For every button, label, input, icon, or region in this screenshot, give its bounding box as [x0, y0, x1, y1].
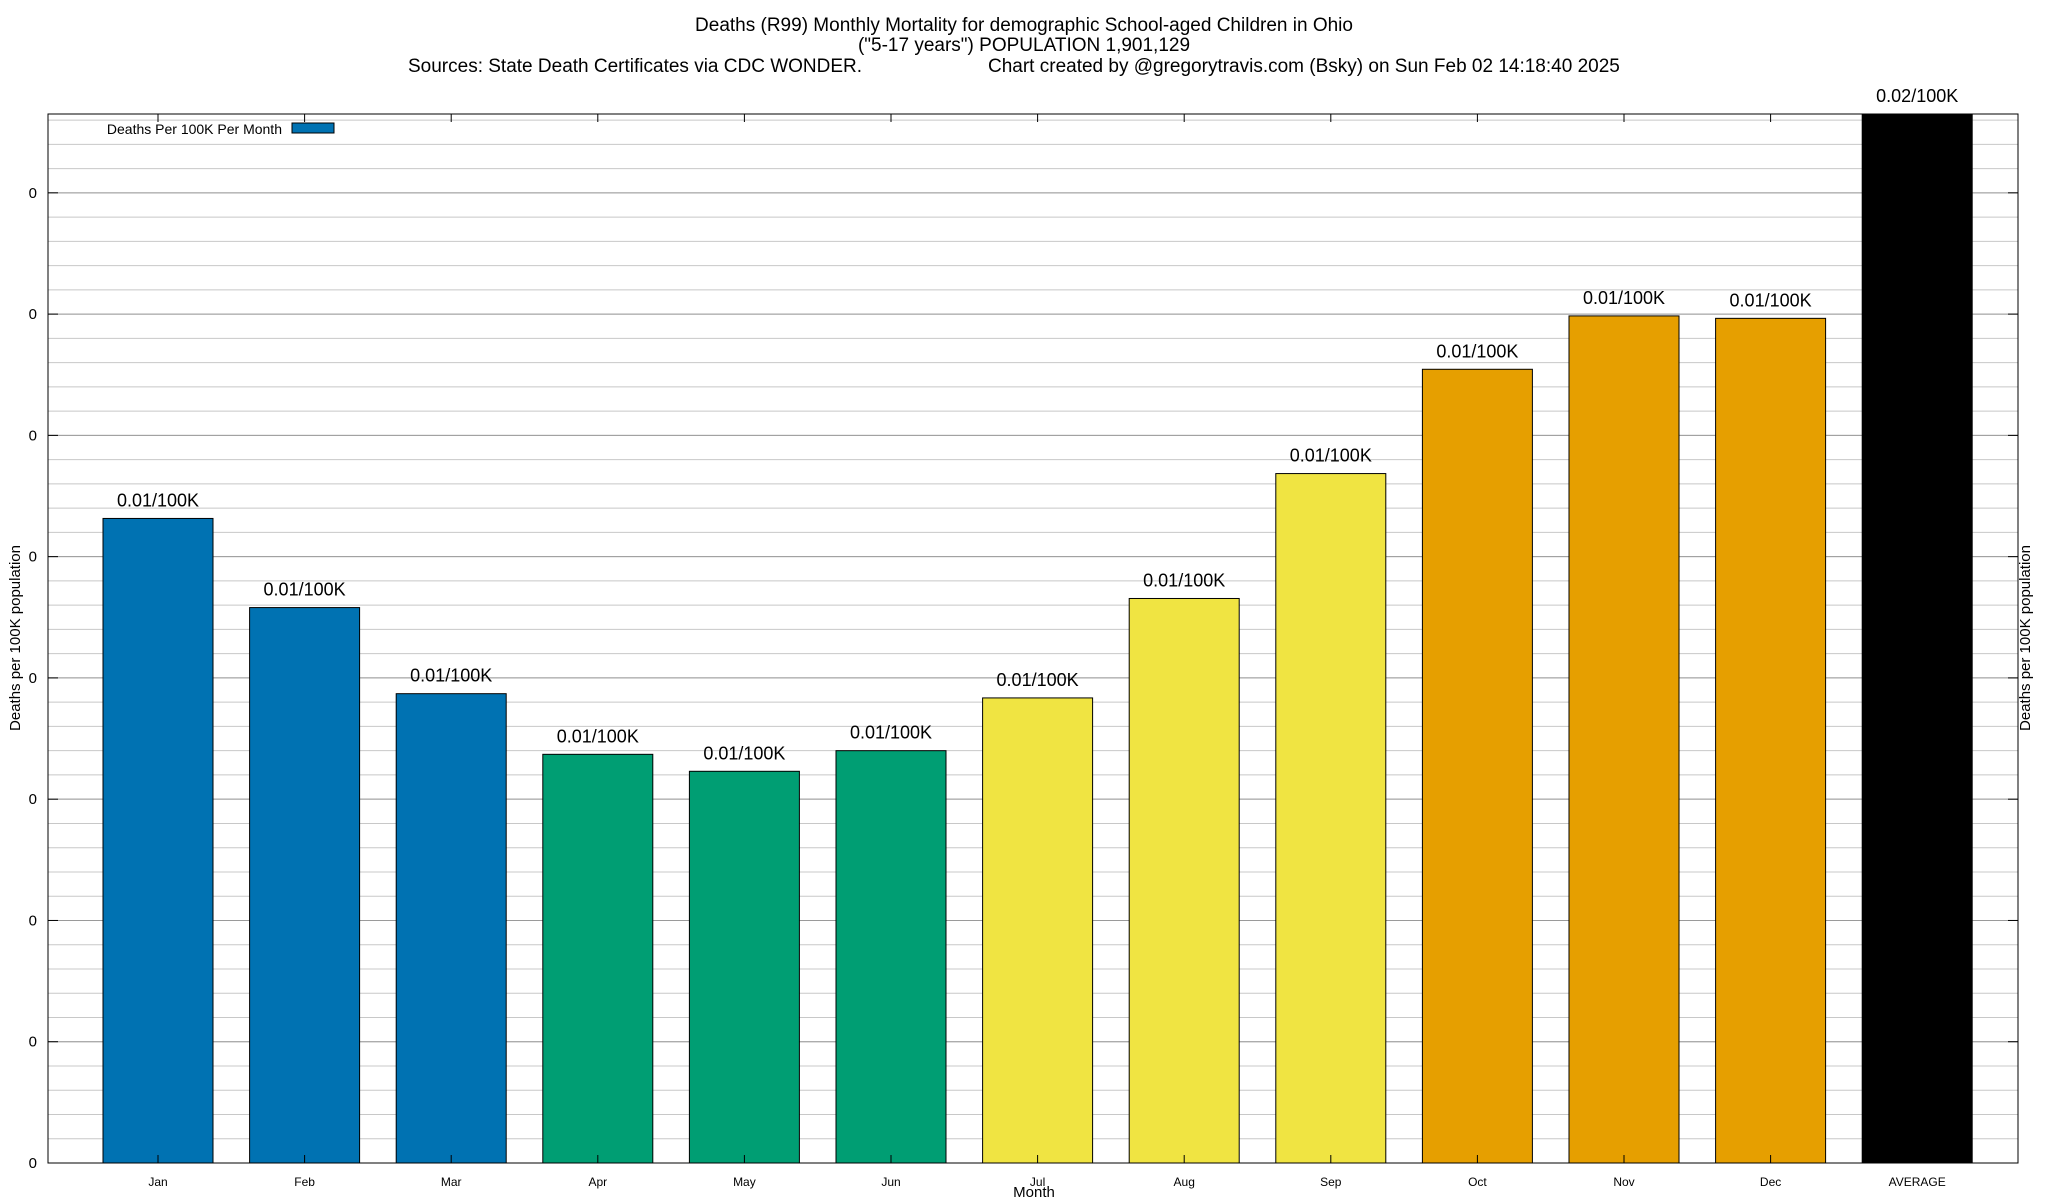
bar-average	[1861, 113, 1973, 1164]
chart-sources: Sources: State Death Certificates via CD…	[408, 56, 862, 77]
data-label: 0.01/100K	[1730, 290, 1812, 310]
plot-frame	[47, 113, 2019, 1164]
x-tick-label: Apr	[588, 1175, 607, 1189]
x-tick-label: Jan	[148, 1175, 167, 1189]
data-label: 0.01/100K	[1290, 446, 1372, 466]
y-tick-label: 0	[29, 306, 37, 323]
x-tick-label: Feb	[294, 1175, 315, 1189]
bar-oct	[1421, 368, 1533, 1164]
data-label: 0.01/100K	[410, 666, 492, 686]
bar-mar	[395, 693, 507, 1164]
data-label: 0.01/100K	[703, 743, 785, 763]
legend: Deaths Per 100K Per Month	[107, 121, 335, 137]
chart-title: Deaths (R99) Monthly Mortality for demog…	[408, 15, 1620, 77]
y-tick-label: 0	[29, 1034, 37, 1051]
y-tick-label: 0	[29, 670, 37, 687]
data-label: 0.01/100K	[264, 580, 346, 600]
legend-label: Deaths Per 100K Per Month	[107, 121, 282, 137]
data-labels: 0.01/100K 0.01/100K 0.01/100K 0.01/100K 0.01…	[117, 86, 1958, 763]
data-label: 0.01/100K	[850, 723, 932, 743]
x-tick-label: Oct	[1468, 1175, 1487, 1189]
data-label: 0.01/100K	[1436, 341, 1518, 361]
x-axis-ticks: Jan Feb Mar Apr May Jun Jul Aug Sep Oct Nov Dec AVER…	[148, 114, 1946, 1189]
chart-credit: Chart created by @gregorytravis.com (Bsk…	[988, 56, 1620, 77]
y-axis-label: Deaths per 100K population	[7, 545, 24, 731]
y-tick-label: 0	[29, 1155, 37, 1172]
bar-dec	[1715, 317, 1827, 1164]
x-tick-label: AVERAGE	[1889, 1175, 1946, 1189]
data-label: 0.02/100K	[1876, 86, 1958, 106]
chart-title-line-1: Deaths (R99) Monthly Mortality for demog…	[695, 15, 1353, 36]
x-tick-label: Mar	[441, 1175, 462, 1189]
y-axis-label-right: Deaths per 100K population	[2017, 545, 2034, 731]
bar-jun	[835, 750, 947, 1164]
bar-jan	[102, 517, 214, 1164]
bar-feb	[249, 607, 361, 1164]
x-tick-label: Sep	[1320, 1175, 1342, 1189]
y-tick-label: 0	[29, 549, 37, 566]
data-label: 0.01/100K	[997, 670, 1079, 690]
bar-may	[688, 770, 800, 1164]
legend-swatch	[291, 122, 335, 134]
y-axis-ticks: 0 0 0 0 0 0 0 0 0	[29, 185, 2018, 1172]
x-tick-label: Dec	[1760, 1175, 1781, 1189]
y-tick-label: 0	[29, 912, 37, 929]
x-axis-label: Month	[1013, 1184, 1055, 1200]
data-label: 0.01/100K	[557, 726, 639, 746]
bars	[102, 113, 1973, 1164]
bar-nov	[1568, 315, 1680, 1164]
x-tick-label: Jul	[1030, 1175, 1045, 1189]
data-label: 0.01/100K	[117, 490, 199, 510]
y-tick-label: 0	[29, 185, 37, 202]
y-tick-label: 0	[29, 791, 37, 808]
bar-apr	[542, 753, 654, 1164]
y-tick-label: 0	[29, 427, 37, 444]
chart-title-line-2: ("5-17 years") POPULATION 1,901,129	[858, 35, 1190, 56]
bar-sep	[1275, 473, 1387, 1164]
data-label: 0.01/100K	[1143, 570, 1225, 590]
data-label: 0.01/100K	[1583, 288, 1665, 308]
x-tick-label: Nov	[1613, 1175, 1634, 1189]
x-tick-label: Jun	[881, 1175, 900, 1189]
bar-jul	[982, 697, 1094, 1164]
bar-aug	[1128, 597, 1240, 1164]
x-tick-label: Aug	[1174, 1175, 1195, 1189]
x-tick-label: May	[733, 1175, 756, 1189]
